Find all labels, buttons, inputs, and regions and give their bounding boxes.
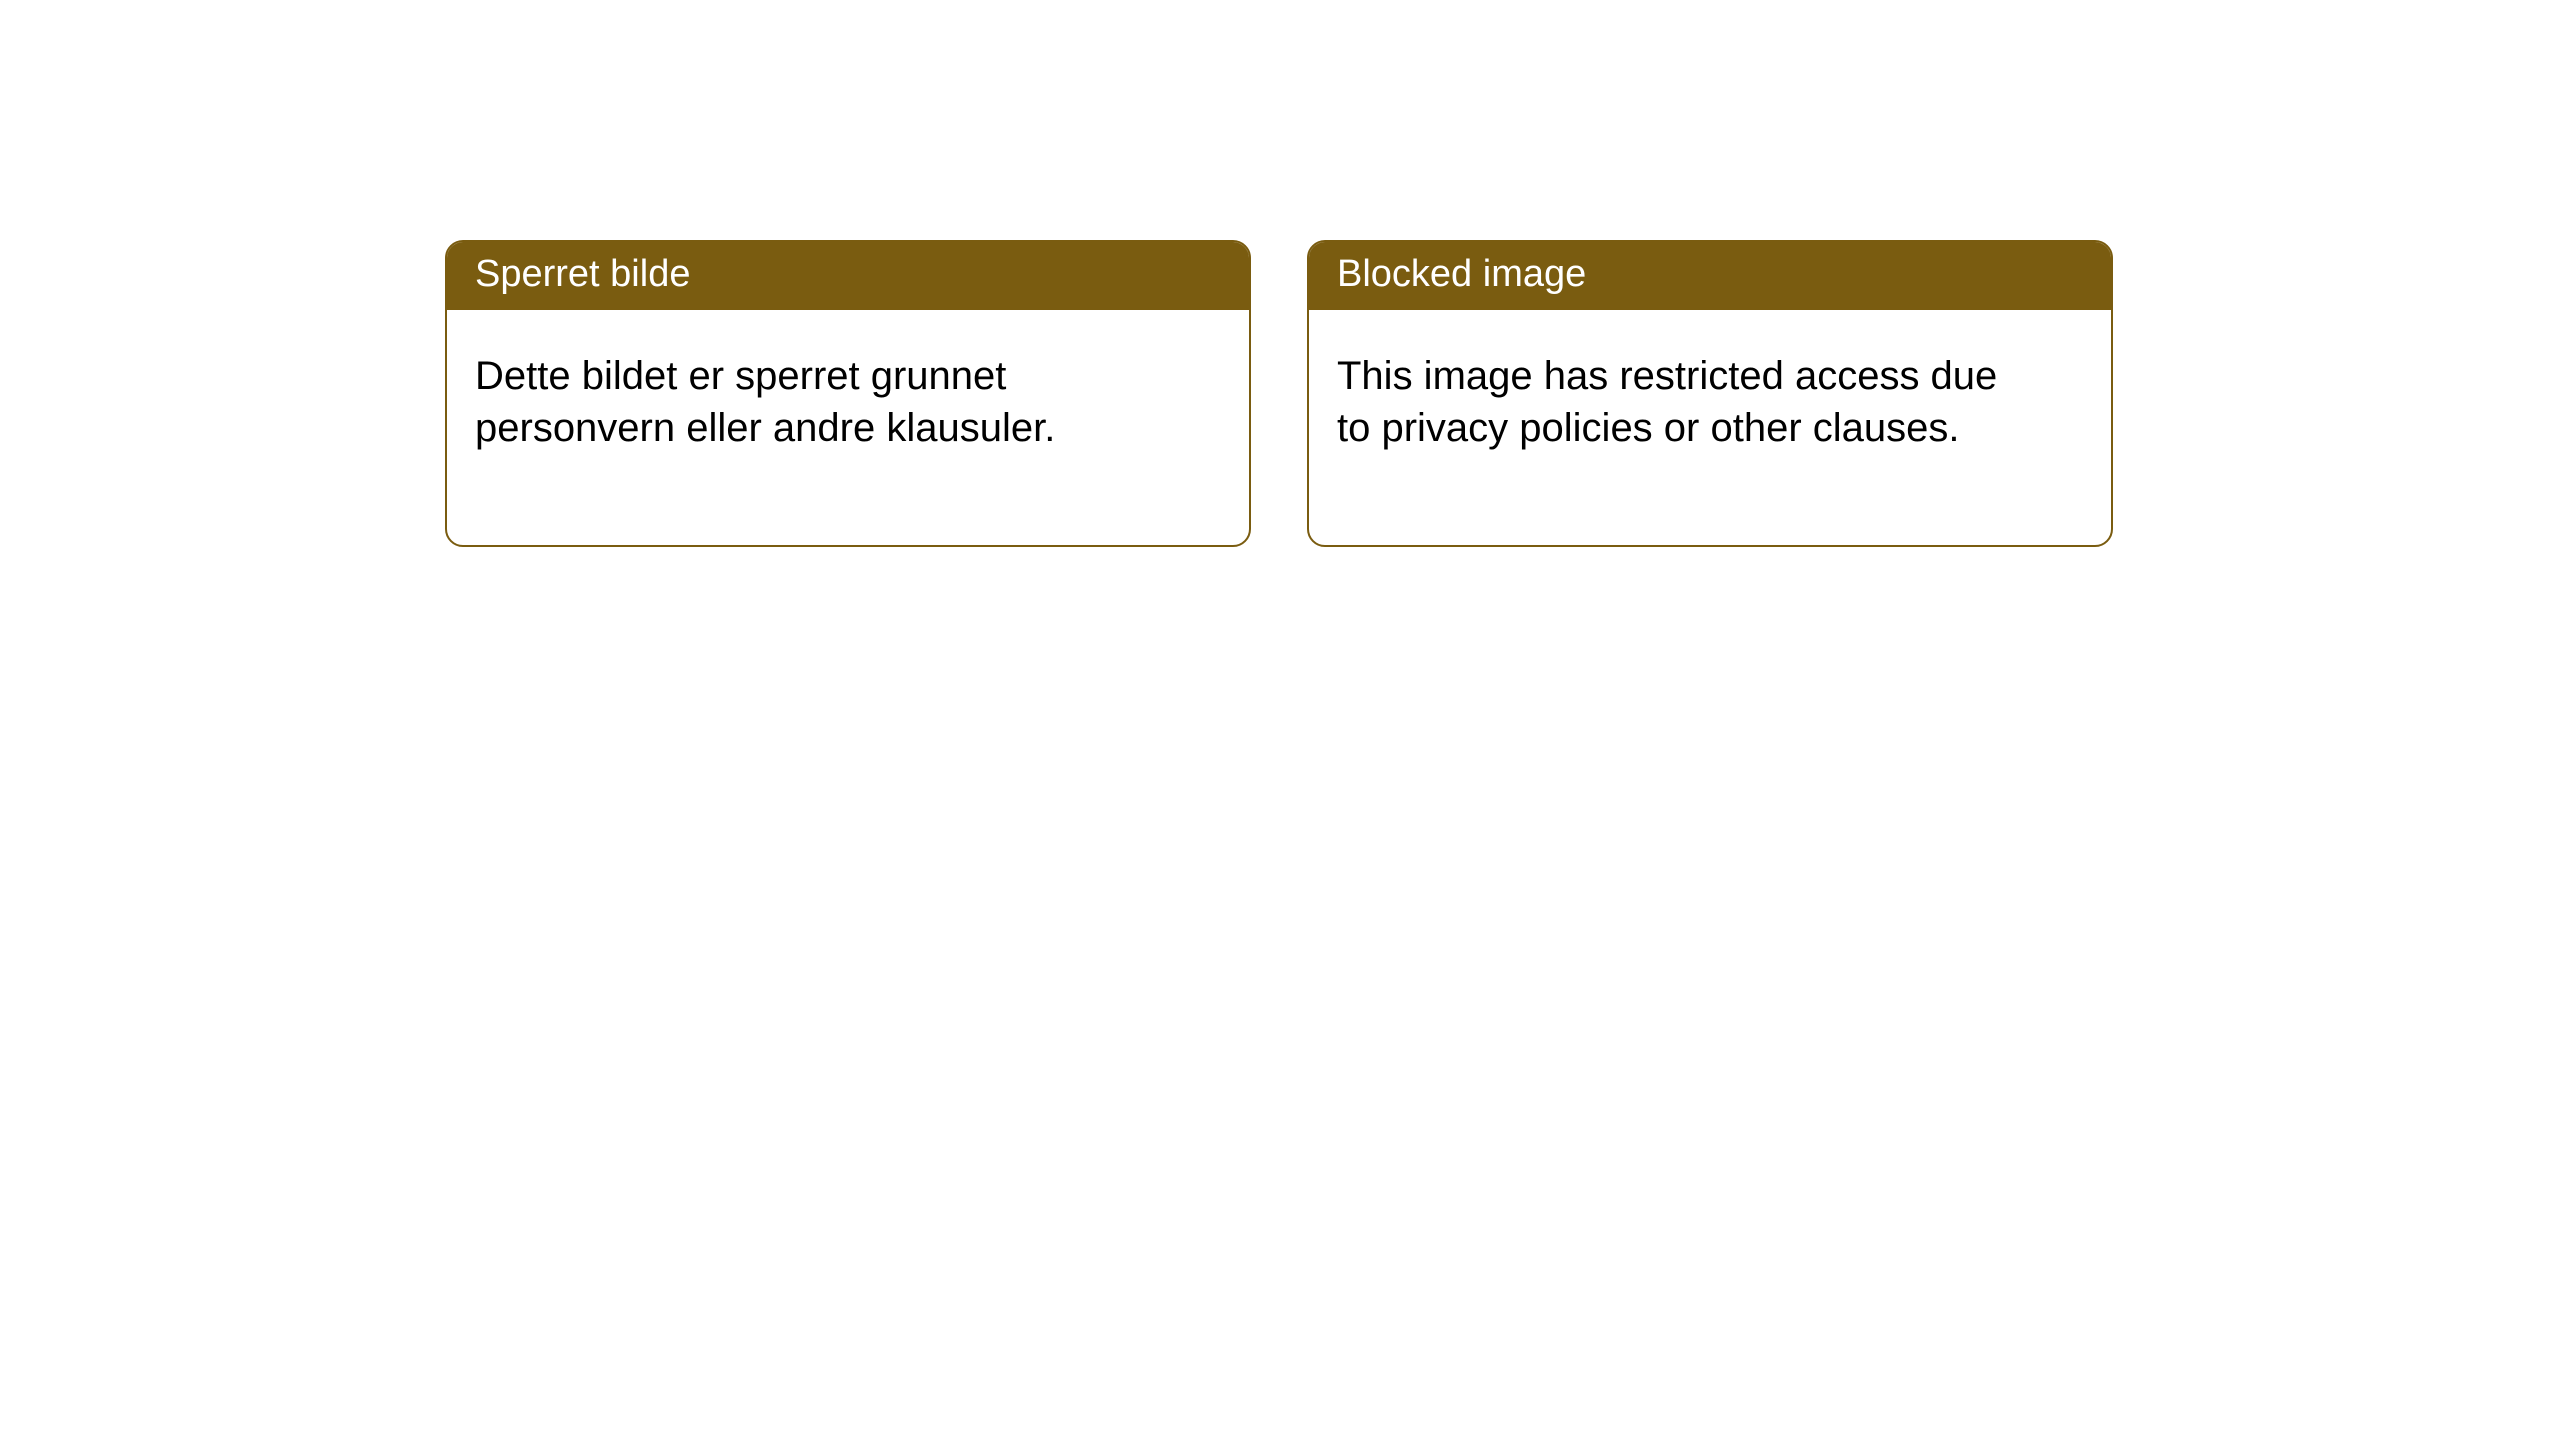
notice-card-en: Blocked image This image has restricted … bbox=[1307, 240, 2113, 547]
notice-title-en: Blocked image bbox=[1309, 242, 2111, 310]
notice-body-en: This image has restricted access due to … bbox=[1309, 310, 2029, 546]
notice-title-no: Sperret bilde bbox=[447, 242, 1249, 310]
blocked-image-notices: Sperret bilde Dette bildet er sperret gr… bbox=[445, 240, 2113, 547]
notice-body-no: Dette bildet er sperret grunnet personve… bbox=[447, 310, 1167, 546]
notice-card-no: Sperret bilde Dette bildet er sperret gr… bbox=[445, 240, 1251, 547]
